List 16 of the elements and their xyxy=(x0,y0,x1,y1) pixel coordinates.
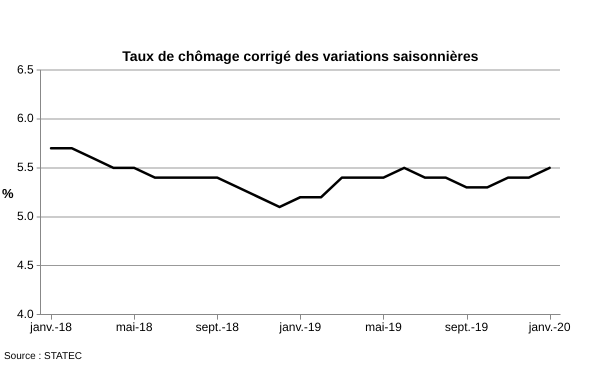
y-tick-label: 6.0 xyxy=(16,111,34,126)
x-tick-label: mai-18 xyxy=(116,320,153,334)
y-tick-label: 5.0 xyxy=(16,209,34,224)
x-tick-label: sept.-18 xyxy=(196,320,240,334)
y-tick-label: 5.5 xyxy=(16,160,34,174)
y-tick-label: 6.5 xyxy=(16,62,34,76)
y-tick-label: 4.0 xyxy=(16,306,34,321)
x-tick-label: mai-19 xyxy=(365,320,402,334)
chart-title: Taux de chômage corrigé des variations saisonnières xyxy=(122,48,479,64)
x-tick-label: janv.-20 xyxy=(528,320,571,334)
x-tick-label: sept.-19 xyxy=(444,320,489,334)
x-tick-label: janv.-18 xyxy=(29,320,72,334)
y-axis-title: % xyxy=(2,186,14,201)
source-note: Source : STATEC xyxy=(4,350,82,362)
x-tick-label: janv.-19 xyxy=(278,320,322,334)
y-tick-label: 4.5 xyxy=(16,258,34,272)
